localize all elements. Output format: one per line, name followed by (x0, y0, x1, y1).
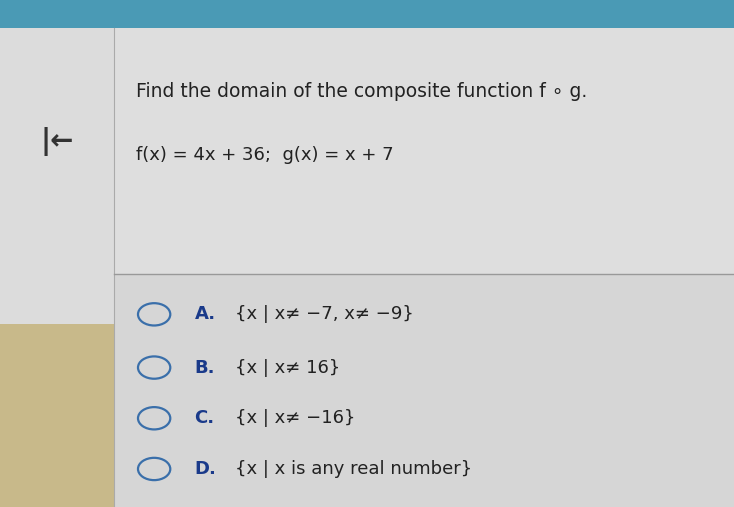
Text: f(x) = 4x + 36;  g(x) = x + 7: f(x) = 4x + 36; g(x) = x + 7 (136, 146, 393, 164)
Bar (114, 274, 734, 507)
Bar (114, 28, 734, 274)
Text: Find the domain of the composite function f ∘ g.: Find the domain of the composite functio… (136, 82, 587, 101)
Text: D.: D. (195, 460, 217, 478)
Text: A.: A. (195, 305, 216, 323)
Text: |←: |← (40, 127, 73, 157)
Bar (0, 28, 114, 324)
Text: C.: C. (195, 409, 214, 427)
Text: {x | x is any real number}: {x | x is any real number} (235, 460, 472, 478)
Text: {x | x≠ −16}: {x | x≠ −16} (235, 409, 355, 427)
Text: {x | x≠ −7, x≠ −9}: {x | x≠ −7, x≠ −9} (235, 305, 414, 323)
Bar (0, 324, 114, 507)
Bar (0, 0, 734, 28)
Text: {x | x≠ 16}: {x | x≠ 16} (235, 358, 340, 377)
Text: B.: B. (195, 358, 215, 377)
